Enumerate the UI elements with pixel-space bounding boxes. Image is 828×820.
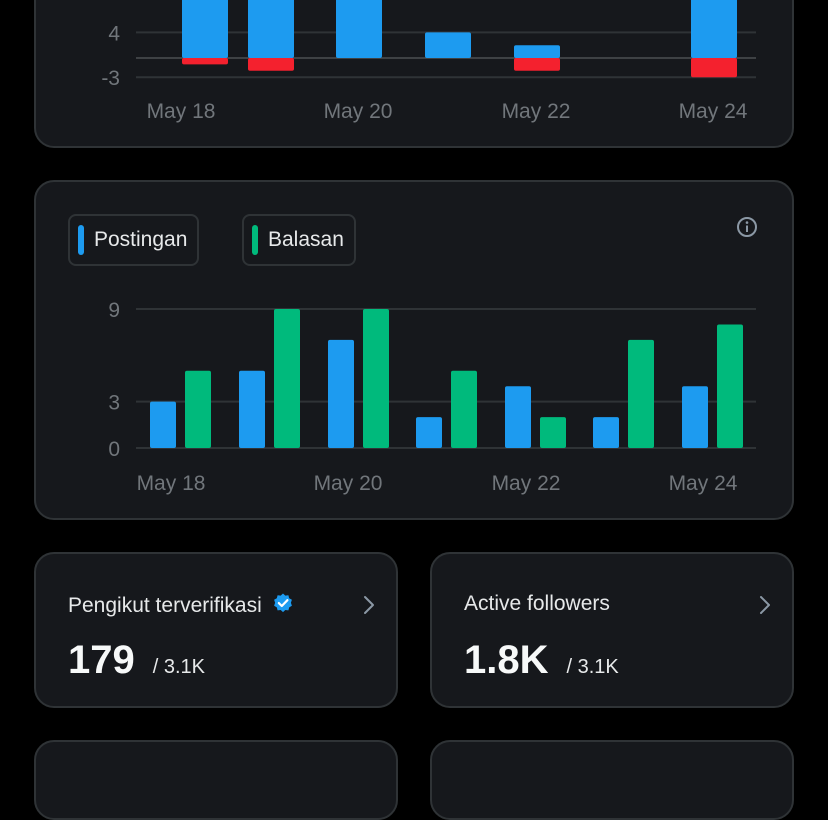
bar-balasan <box>540 417 566 448</box>
stat-value: 179 <box>68 638 135 682</box>
stat-value-row: 179 / 3.1K <box>68 638 205 683</box>
bar-positive <box>336 0 382 58</box>
legend-postingan[interactable]: Postingan <box>68 214 200 266</box>
bar-negative <box>182 58 228 65</box>
stat-title-text: Pengikut terverifikasi <box>68 594 262 617</box>
bar-positive <box>248 0 294 58</box>
y-tick-label: 4 <box>108 22 120 45</box>
x-tick-label: May 24 <box>669 472 738 495</box>
posts-replies-chart-card: Postingan Balasan 9 3 0 May 18 May 20 May 22 M… <box>34 180 794 520</box>
x-tick-label: May 24 <box>679 100 748 123</box>
bar-balasan <box>628 339 654 448</box>
stat-title-text: Active followers <box>464 592 610 615</box>
bar-postingan <box>505 386 531 448</box>
bar-balasan <box>717 324 743 448</box>
bar-postingan <box>150 401 176 448</box>
bar-postingan <box>593 417 619 448</box>
y-tick-label: -3 <box>101 67 120 90</box>
y-tick-label: 0 <box>108 438 120 461</box>
x-tick-label: May 20 <box>314 472 383 495</box>
stat-card-partial-right[interactable] <box>430 740 794 820</box>
bar-positive <box>425 32 471 58</box>
bar-postingan <box>682 386 708 448</box>
bar-postingan <box>328 339 354 448</box>
top-chart-card: 4 -3 May 18 May 20 May 22 May 24 <box>34 0 794 148</box>
bar-balasan <box>363 309 389 448</box>
bar-negative <box>248 58 294 71</box>
chevron-right-icon[interactable] <box>758 594 772 621</box>
verified-followers-card[interactable]: Pengikut terverifikasi 179 / 3.1K <box>34 552 398 708</box>
stat-value-row: 1.8K / 3.1K <box>464 638 619 683</box>
bar-balasan <box>274 309 300 448</box>
bar-postingan <box>416 417 442 448</box>
legend-balasan[interactable]: Balasan <box>242 214 356 266</box>
active-followers-card[interactable]: Active followers 1.8K / 3.1K <box>430 552 794 708</box>
stat-card-partial-left[interactable] <box>34 740 398 820</box>
chevron-right-icon[interactable] <box>362 594 376 621</box>
stat-title-active: Active followers <box>464 592 610 616</box>
bar-positive <box>182 0 228 58</box>
bar-negative <box>691 58 737 78</box>
posts-replies-chart: 9 3 0 May 18 May 20 May 22 May 24 <box>108 299 756 495</box>
stat-total: / 3.1K <box>566 656 619 678</box>
bar-balasan <box>185 370 211 448</box>
legend-swatch-balasan <box>252 225 258 255</box>
bar-negative <box>514 58 560 71</box>
bar-postingan <box>239 370 265 448</box>
bar-positive <box>691 0 737 58</box>
x-tick-label: May 22 <box>502 100 571 123</box>
verified-badge-icon <box>272 592 294 620</box>
stat-value: 1.8K <box>464 638 549 682</box>
y-tick-label: 9 <box>108 299 120 322</box>
top-chart: 4 -3 May 18 May 20 May 22 May 24 <box>101 0 756 123</box>
bar-balasan <box>451 370 477 448</box>
legend-swatch-postingan <box>78 225 84 255</box>
stat-total: / 3.1K <box>152 656 206 678</box>
y-tick-label: 3 <box>108 392 120 415</box>
legend-label-balasan: Balasan <box>268 228 344 251</box>
legend-label-postingan: Postingan <box>94 228 188 251</box>
x-tick-label: May 20 <box>324 100 393 123</box>
x-tick-label: May 18 <box>137 472 206 495</box>
bar-positive <box>514 45 560 58</box>
x-tick-label: May 18 <box>147 100 216 123</box>
x-tick-label: May 22 <box>492 472 561 495</box>
stat-title-verified: Pengikut terverifikasi <box>68 592 294 620</box>
info-icon[interactable] <box>736 216 758 243</box>
